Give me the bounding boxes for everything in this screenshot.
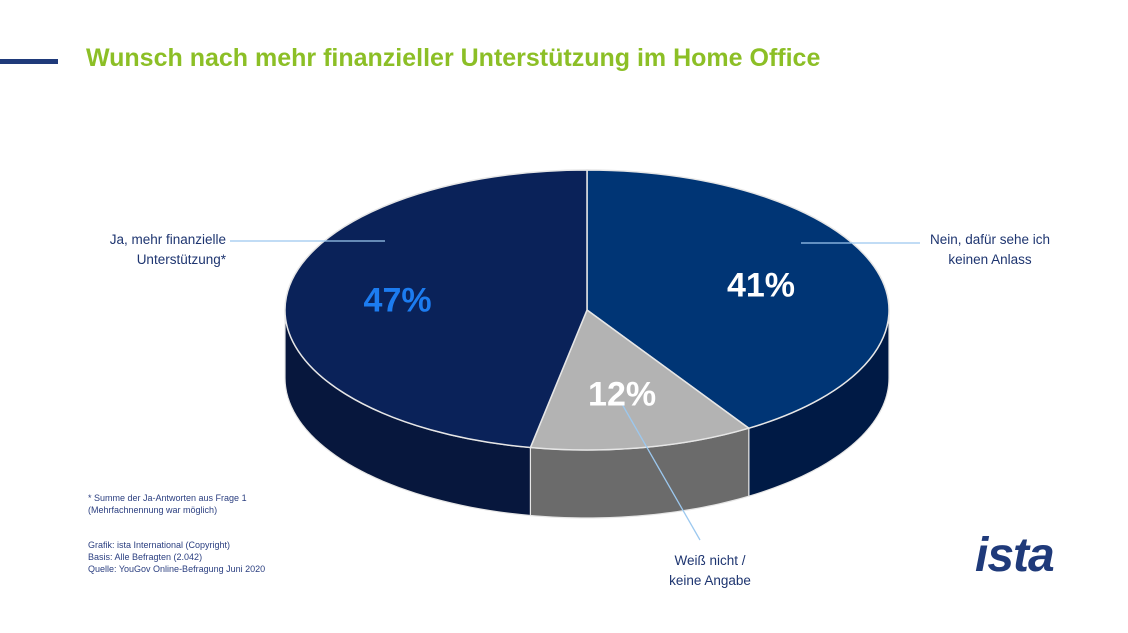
- pie-slice-weiss-nicht: [529, 308, 751, 451]
- footnote: * Summe der Ja-Antworten aus Frage 1 (Me…: [88, 492, 247, 516]
- callout-nein-line-2: keinen Anlass: [948, 252, 1032, 267]
- source-line-basis: Basis: Alle Befragten (2.042): [88, 552, 203, 562]
- footnote-line-1: * Summe der Ja-Antworten aus Frage 1: [88, 493, 247, 503]
- callout-weiss-nicht-line-2: keine Angabe: [669, 573, 751, 588]
- callout-ja-line-2: Unterstützung*: [136, 252, 226, 267]
- pie-slice-ja: [284, 169, 588, 449]
- source-line-quelle: Quelle: YouGov Online-Befragung Juni 202…: [88, 564, 266, 574]
- source-line-grafik: Grafik: ista International (Copyright): [88, 540, 231, 550]
- pct-label-weiss-nicht: 12%: [588, 375, 656, 413]
- chart-title: Wunsch nach mehr finanzieller Unterstütz…: [86, 44, 821, 72]
- title-accent-bar: [0, 59, 58, 64]
- pie-slice-nein: [586, 169, 890, 430]
- footnote-line-2: (Mehrfachnennung war möglich): [88, 505, 218, 515]
- callout-weiss-nicht: Weiß nicht / keine Angabe: [650, 551, 770, 591]
- callout-nein-line-1: Nein, dafür sehe ich: [930, 232, 1051, 247]
- source-notes: Grafik: ista International (Copyright) B…: [88, 539, 265, 575]
- pct-label-nein: 41%: [727, 267, 795, 305]
- callout-nein: Nein, dafür sehe ich keinen Anlass: [930, 230, 1050, 270]
- callout-weiss-nicht-line-1: Weiß nicht /: [674, 553, 746, 568]
- ista-logo: ista: [975, 529, 1055, 582]
- callout-ja-line-1: Ja, mehr finanzielle: [109, 232, 226, 247]
- pct-label-ja: 47%: [364, 282, 432, 320]
- leader-line-weiss-nicht: [621, 403, 701, 541]
- callout-ja: Ja, mehr finanzielle Unterstützung*: [110, 230, 226, 270]
